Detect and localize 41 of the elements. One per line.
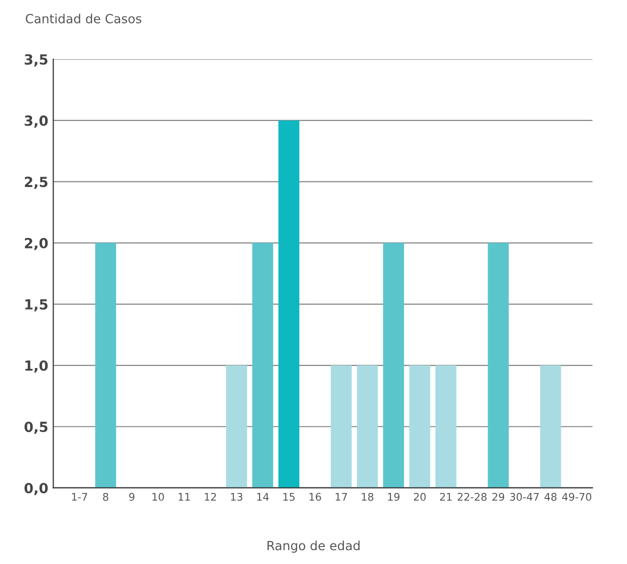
x-tick-label: 11 [178, 493, 190, 501]
bar [488, 242, 509, 488]
y-tick-label: 0,0 [24, 482, 48, 496]
y-tick-label: 3,5 [24, 54, 48, 66]
bar [330, 365, 352, 488]
bar [409, 365, 430, 488]
x-tick-label: 9 [129, 492, 134, 501]
bar [383, 242, 404, 488]
x-tick-label: 10 [152, 492, 164, 501]
x-tick-label: 12 [204, 492, 216, 501]
bar [540, 365, 562, 488]
y-tick-label: 1,0 [25, 360, 48, 373]
bar [278, 120, 300, 488]
bar [252, 242, 274, 488]
x-tick-label: 8 [103, 492, 108, 501]
x-tick-label: 13 [231, 492, 242, 501]
x-tick-label: 14 [257, 493, 269, 501]
x-tick-label: 30-47 [510, 492, 539, 501]
x-tick-label: 21 [440, 492, 452, 501]
x-tick-label: 48 [544, 492, 557, 501]
bar [226, 365, 247, 488]
x-axis-title: Rango de edad [268, 540, 360, 553]
bar [95, 242, 116, 488]
y-axis-title: Cantidad de Casos [26, 14, 142, 24]
x-tick-label: 15 [283, 493, 295, 501]
x-tick-label: 49-70 [562, 492, 592, 501]
bar [435, 365, 456, 488]
x-tick-label: 19 [388, 492, 400, 501]
y-tick-label: 1,5 [25, 299, 48, 312]
y-tick-label: 3,0 [24, 115, 48, 128]
x-tick-label: 29 [492, 492, 504, 501]
x-tick-label: 18 [362, 492, 374, 501]
y-tick-label: 2,5 [24, 176, 48, 189]
x-tick-label: 1-7 [72, 493, 88, 501]
x-tick-label: 17 [336, 493, 347, 501]
x-tick-label: 20 [414, 492, 426, 501]
y-tick-label: 0,5 [24, 422, 48, 434]
x-tick-label: 16 [310, 492, 322, 501]
bar [356, 365, 378, 488]
y-tick-label: 2,0 [24, 238, 48, 250]
x-tick-label: 22-28 [458, 492, 487, 501]
